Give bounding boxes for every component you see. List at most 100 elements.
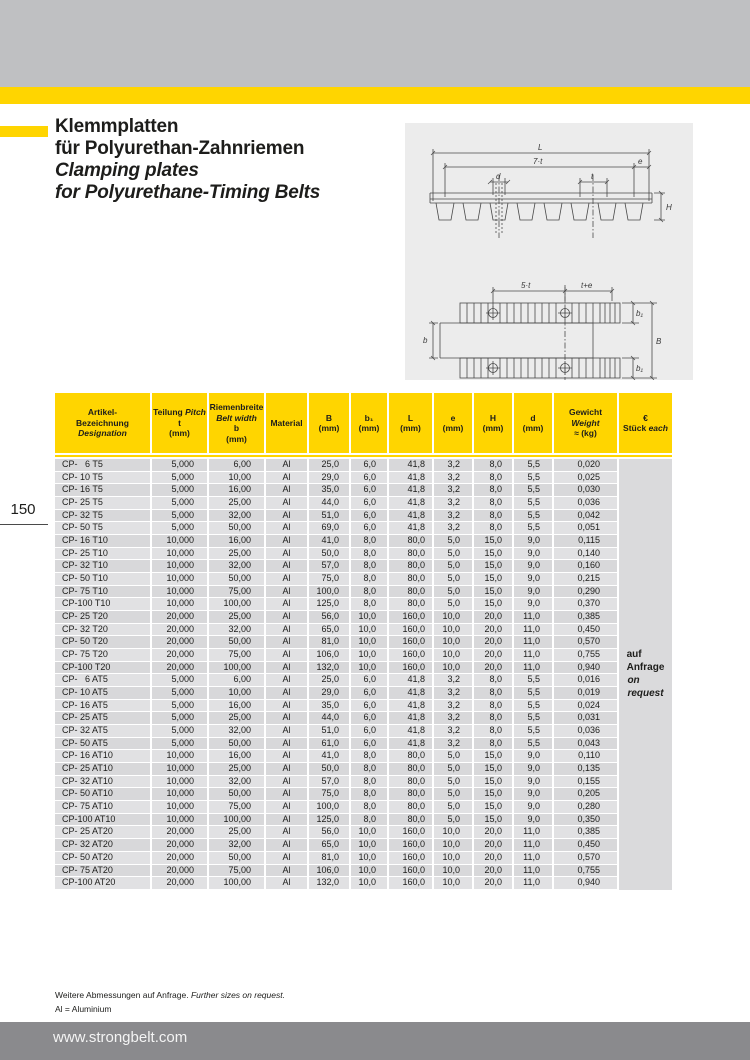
cell: Al (266, 585, 307, 599)
table-row: CP- 50 T5 5,000 50,00 Al 69,0 6,0 41,8 3,2 8,0 5,… (55, 522, 617, 536)
cell: 160,0 (389, 611, 432, 624)
cell: 0,115 (554, 535, 617, 548)
cell: 5,0 (434, 598, 472, 612)
cell: 10,000 (152, 535, 207, 548)
cell: 5,5 (514, 459, 552, 472)
cell: 0,155 (554, 775, 617, 789)
cell: 20,0 (474, 649, 512, 662)
cell: 0,016 (554, 674, 617, 688)
cell: 160,0 (389, 877, 432, 890)
cell: CP- 16 AT5 (55, 699, 150, 713)
footnote-sizes-en: Further sizes on request. (190, 990, 285, 1000)
cell: 0,205 (554, 788, 617, 802)
cell: 5,000 (152, 712, 207, 726)
cell: CP-100 AT20 (55, 877, 150, 890)
cell: Al (266, 674, 307, 688)
cell: 0,135 (554, 763, 617, 776)
cell: Al (266, 763, 307, 776)
cell: CP- 32 T10 (55, 560, 150, 574)
cell: 100,0 (309, 585, 349, 599)
dim-label-t: t (591, 172, 594, 181)
cell: 6,0 (351, 509, 387, 523)
cell: 11,0 (514, 636, 552, 650)
cell: 10,0 (434, 649, 472, 662)
cell: 10,0 (351, 623, 387, 637)
cell: 9,0 (514, 560, 552, 574)
cell: 20,0 (474, 661, 512, 675)
dim-label-b1-top: b₁ (636, 309, 643, 318)
cell: Al (266, 573, 307, 586)
cell: 20,0 (474, 623, 512, 637)
cell: 65,0 (309, 623, 349, 637)
cell: 11,0 (514, 851, 552, 865)
cell: 8,0 (474, 509, 512, 523)
cell: 20,0 (474, 864, 512, 878)
cell: Al (266, 725, 307, 738)
cell: 0,140 (554, 547, 617, 561)
cell: 16,00 (209, 750, 264, 764)
cell: 35,0 (309, 699, 349, 713)
cell: 10,000 (152, 801, 207, 814)
cell: 41,0 (309, 535, 349, 548)
cell: 41,8 (389, 459, 432, 472)
cell: CP- 50 AT5 (55, 737, 150, 751)
cell: 0,385 (554, 826, 617, 840)
table-row: CP- 16 T5 5,000 16,00 Al 35,0 6,0 41,8 3,2 8,0 5,… (55, 484, 617, 498)
cell: 32,00 (209, 509, 264, 523)
cell: 15,0 (474, 535, 512, 548)
cell: 8,0 (351, 813, 387, 827)
cell: CP- 32 AT10 (55, 775, 150, 789)
cell: 75,00 (209, 864, 264, 878)
cell: 29,0 (309, 471, 349, 485)
cell: 20,000 (152, 649, 207, 662)
page-number-rule (0, 524, 48, 525)
top-yellow-bar (0, 87, 750, 104)
price-on-request-cell: auf Anfrage on request (619, 459, 672, 890)
cell: 9,0 (514, 547, 552, 561)
column-header-3: Material (266, 393, 307, 453)
cell: 80,0 (389, 535, 432, 548)
cell: 100,00 (209, 661, 264, 675)
cell: 10,0 (351, 636, 387, 650)
cell: 20,000 (152, 851, 207, 865)
cell: 20,000 (152, 877, 207, 890)
cell: 0,051 (554, 522, 617, 536)
cell: 9,0 (514, 573, 552, 586)
table-row: CP- 32 T10 10,000 32,00 Al 57,0 8,0 80,0 5,0 15,… (55, 560, 617, 574)
dim-label-b1-bottom: b₁ (636, 364, 643, 373)
website-link[interactable]: www.strongbelt.com (53, 1029, 188, 1046)
cell: 106,0 (309, 649, 349, 662)
cell: 6,0 (351, 522, 387, 536)
cell: 20,000 (152, 864, 207, 878)
cell: CP- 16 T5 (55, 484, 150, 498)
cell: 8,0 (351, 763, 387, 776)
cell: 10,0 (434, 864, 472, 878)
cell: 8,0 (474, 459, 512, 472)
cell: 25,00 (209, 611, 264, 624)
cell: Al (266, 750, 307, 764)
cell: 5,0 (434, 801, 472, 814)
cell: 11,0 (514, 661, 552, 675)
cell: 9,0 (514, 598, 552, 612)
cell: Al (266, 598, 307, 612)
dim-label-5t: 5·t (521, 281, 531, 290)
cell: 160,0 (389, 623, 432, 637)
cell: 3,2 (434, 484, 472, 498)
cell: 10,000 (152, 813, 207, 827)
cell: 6,0 (351, 459, 387, 472)
cell: 8,0 (474, 699, 512, 713)
cell: 20,0 (474, 851, 512, 865)
cell: 20,000 (152, 661, 207, 675)
title-en-line2: for Polyurethane-Timing Belts (55, 182, 321, 203)
cell: 57,0 (309, 775, 349, 789)
cell: 3,2 (434, 725, 472, 738)
cell: Al (266, 560, 307, 574)
dim-label-t-plus-e: t+e (581, 281, 593, 290)
cell: 56,0 (309, 611, 349, 624)
cell: 5,0 (434, 775, 472, 789)
title-accent-bar (0, 126, 48, 137)
cell: 5,0 (434, 535, 472, 548)
cell: 0,025 (554, 471, 617, 485)
cell: 32,00 (209, 623, 264, 637)
cell: 29,0 (309, 687, 349, 700)
